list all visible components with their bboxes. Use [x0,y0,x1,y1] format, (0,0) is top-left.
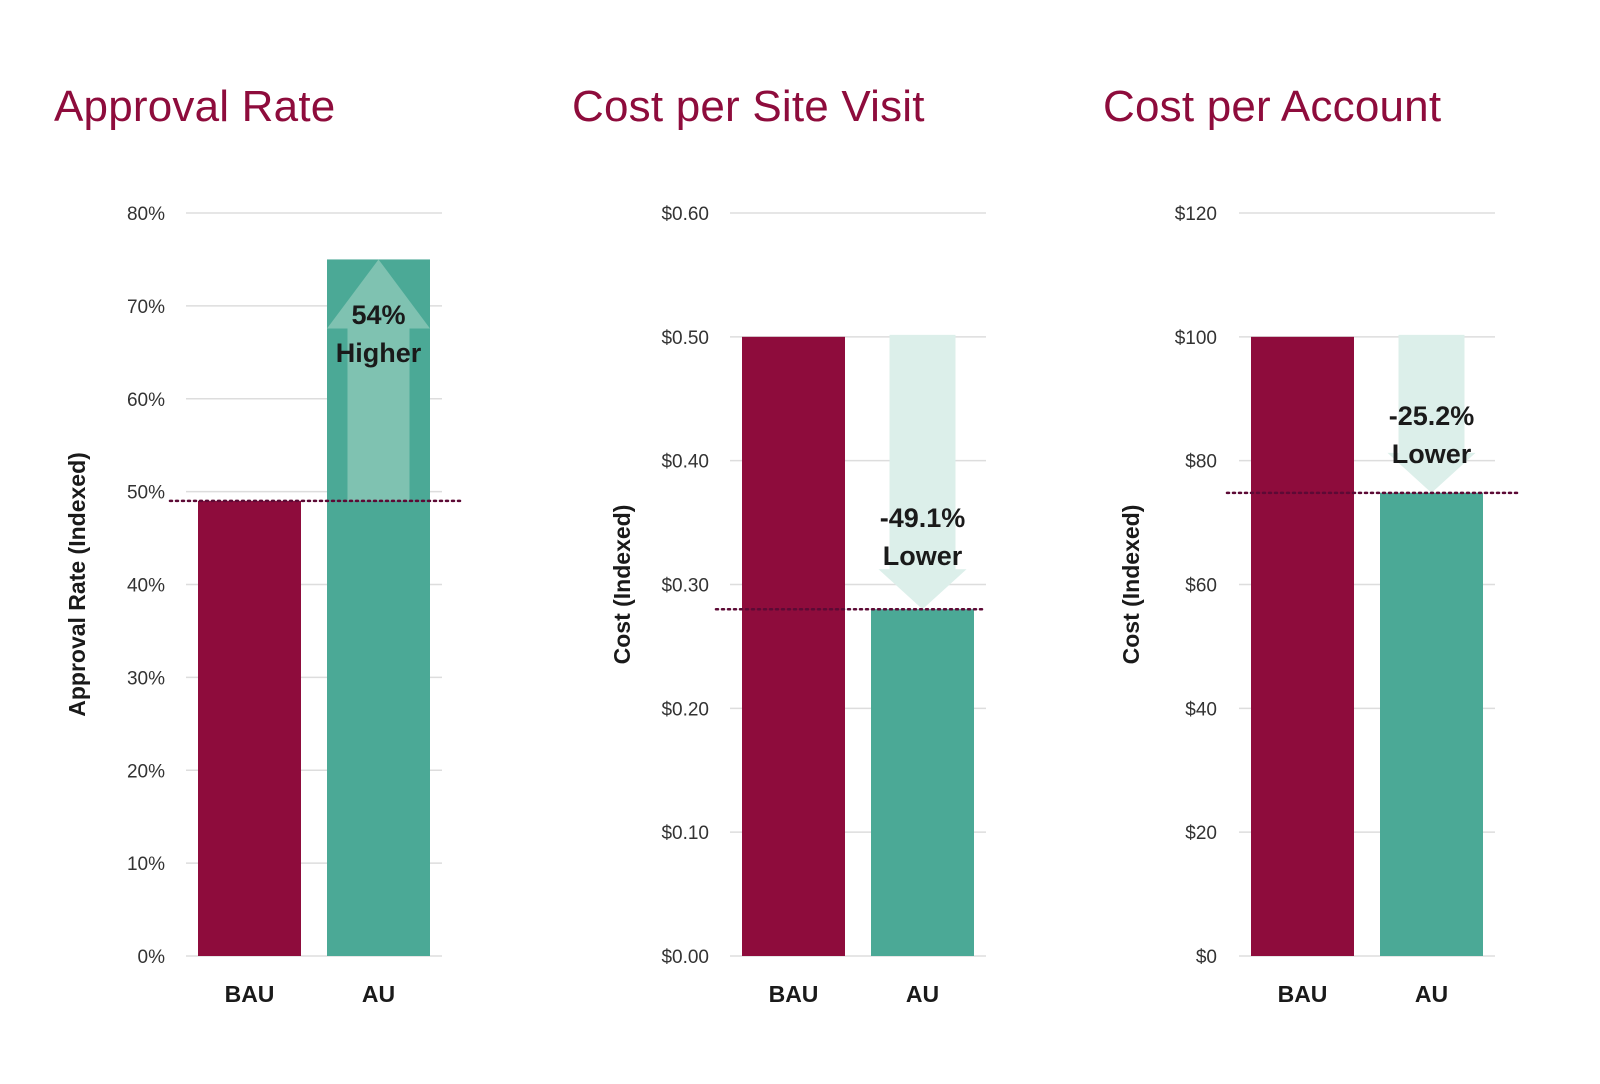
y-axis-label: Cost (Indexed) [1118,505,1144,665]
x-category-label: BAU [1278,981,1328,1007]
y-tick-label: 30% [127,668,165,689]
y-tick-label: $60 [1185,576,1217,597]
chart-title-cost-per-account: Cost per Account [1103,82,1442,131]
y-axis-label: Cost (Indexed) [609,505,635,665]
y-tick-label: $0 [1196,947,1217,968]
y-tick-label: 60% [127,390,165,411]
y-tick-label: 0% [138,947,166,968]
annotation-label: -25.2% [1389,401,1475,431]
y-tick-label: $120 [1175,204,1217,225]
y-tick-label: $40 [1185,699,1217,720]
y-tick-label: $0.30 [661,576,709,597]
y-tick-label: $0.00 [661,947,709,968]
annotation-label: Lower [883,541,963,571]
y-tick-label: $20 [1185,823,1217,844]
bar-au [871,609,974,956]
annotation-label: Higher [336,338,422,368]
x-category-label: AU [1415,981,1448,1007]
y-tick-label: 50% [127,483,165,504]
y-tick-label: $0.50 [661,328,709,349]
y-tick-label: $0.40 [661,452,709,473]
chart-title-cost-per-site-visit: Cost per Site Visit [572,82,925,131]
x-category-label: BAU [225,981,275,1007]
bar-bau [742,336,845,956]
y-tick-label: $0.60 [661,204,709,225]
y-tick-label: $100 [1175,328,1217,349]
bar-bau [198,500,301,956]
x-category-label: AU [906,981,939,1007]
annotation-label: 54% [351,300,405,330]
bar-au [1380,492,1483,956]
y-tick-label: 10% [127,854,165,875]
increase-arrow [327,259,430,501]
y-axis-label: Approval Rate (Indexed) [64,452,90,717]
x-category-label: AU [362,981,395,1007]
chart-title-approval-rate: Approval Rate [54,82,336,131]
y-tick-label: $0.20 [661,699,709,720]
y-tick-label: 80% [127,204,165,225]
y-tick-label: 70% [127,297,165,318]
annotation-label: -49.1% [880,503,966,533]
y-tick-label: $0.10 [661,823,709,844]
bar-bau [1251,336,1354,956]
decrease-arrow [878,334,967,610]
decrease-arrow [1387,334,1476,493]
x-category-label: BAU [769,981,819,1007]
y-tick-label: $80 [1185,452,1217,473]
y-tick-label: 40% [127,576,165,597]
y-tick-label: 20% [127,761,165,782]
annotation-label: Lower [1392,439,1472,469]
